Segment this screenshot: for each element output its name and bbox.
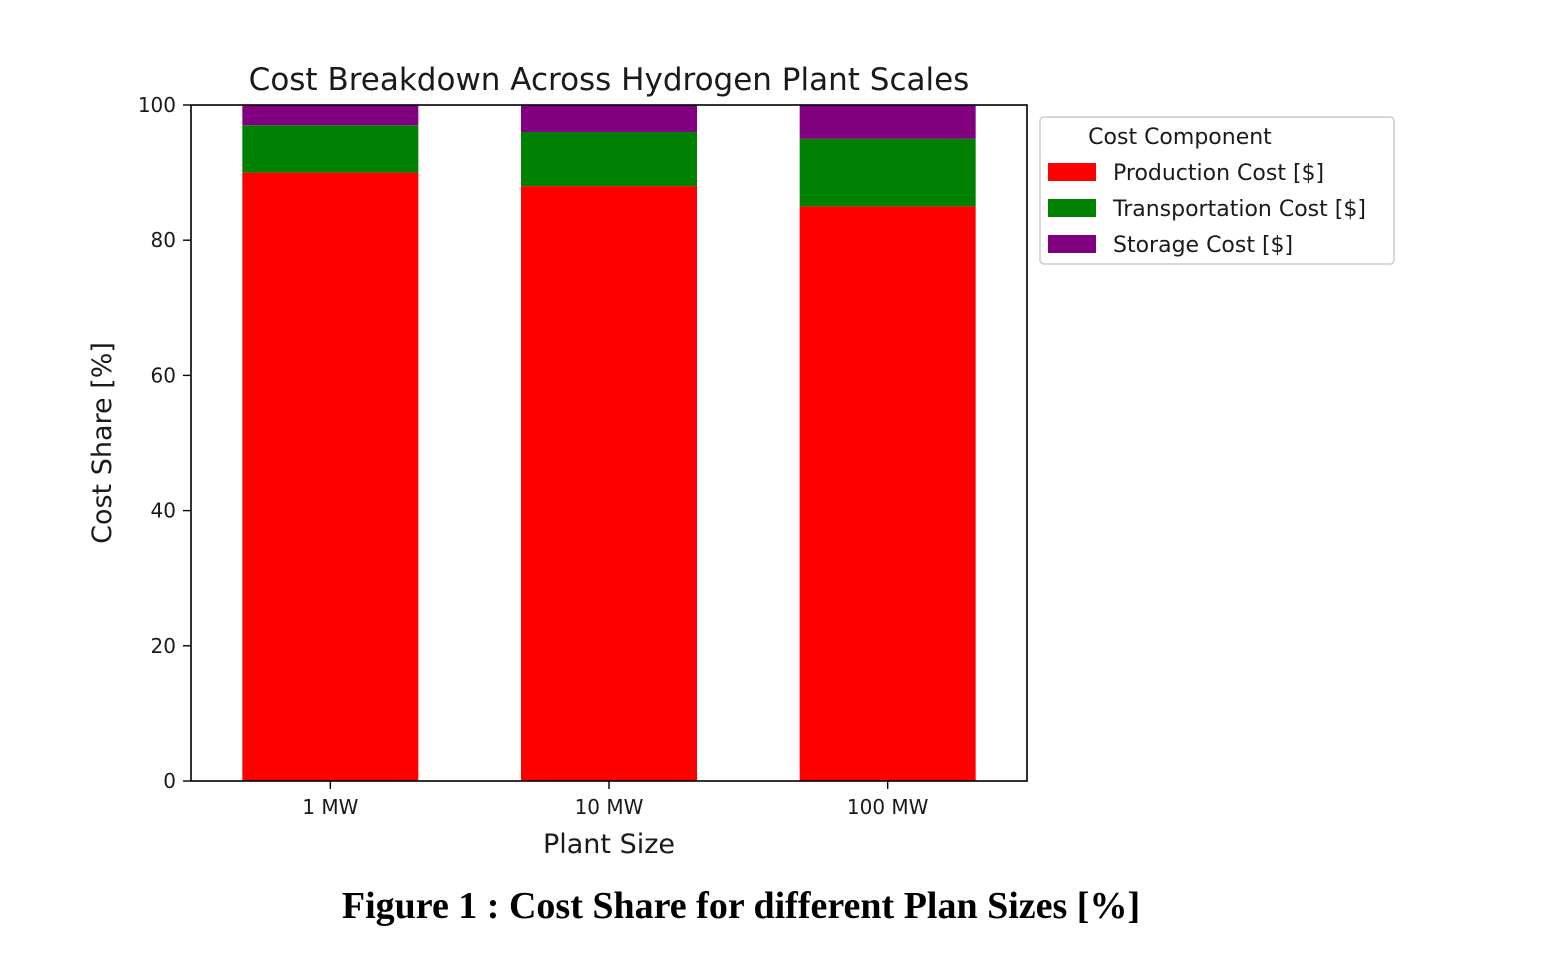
legend-swatch [1048, 235, 1096, 253]
chart-title: Cost Breakdown Across Hydrogen Plant Sca… [249, 62, 970, 98]
legend-swatch [1048, 163, 1096, 181]
legend-label: Storage Cost [$] [1113, 233, 1293, 258]
y-tick-label: 40 [151, 499, 176, 523]
x-tick-label: 100 MW [847, 795, 929, 819]
x-tick-label: 1 MW [302, 795, 358, 819]
bar-segment [521, 132, 697, 187]
y-axis-label: Cost Share [%] [87, 342, 118, 544]
legend-label: Production Cost [$] [1113, 161, 1324, 186]
legend-box [1039, 116, 1395, 265]
bar-segment [799, 138, 976, 207]
y-tick-label: 100 [138, 93, 176, 117]
y-tick-label: 0 [163, 769, 176, 793]
legend: Cost Component Production Cost [$] Transpo… [1039, 116, 1395, 265]
bar-segment [799, 105, 976, 139]
bar-segment [242, 105, 419, 126]
figure-caption: Figure 1 : Cost Share for different Plan… [341, 885, 1141, 927]
y-tick-label: 60 [151, 363, 176, 387]
axes-group: 0 20 40 60 80 100 1 MW 10 MW 100 MW [138, 93, 1028, 819]
legend-title: Cost Component [1088, 125, 1272, 150]
bar-segment [521, 105, 697, 133]
bars-group [242, 105, 976, 782]
x-tick-label: 10 MW [575, 795, 644, 819]
bar-segment [521, 186, 697, 781]
legend-label: Transportation Cost [$] [1112, 197, 1366, 222]
bar-segment [242, 125, 419, 173]
legend-swatch [1048, 199, 1096, 217]
x-axis-label: Plant Size [543, 829, 675, 860]
bar-segment [799, 206, 976, 781]
bar-segment [242, 172, 419, 782]
y-tick-label: 80 [151, 228, 176, 252]
y-tick-label: 20 [151, 634, 176, 658]
